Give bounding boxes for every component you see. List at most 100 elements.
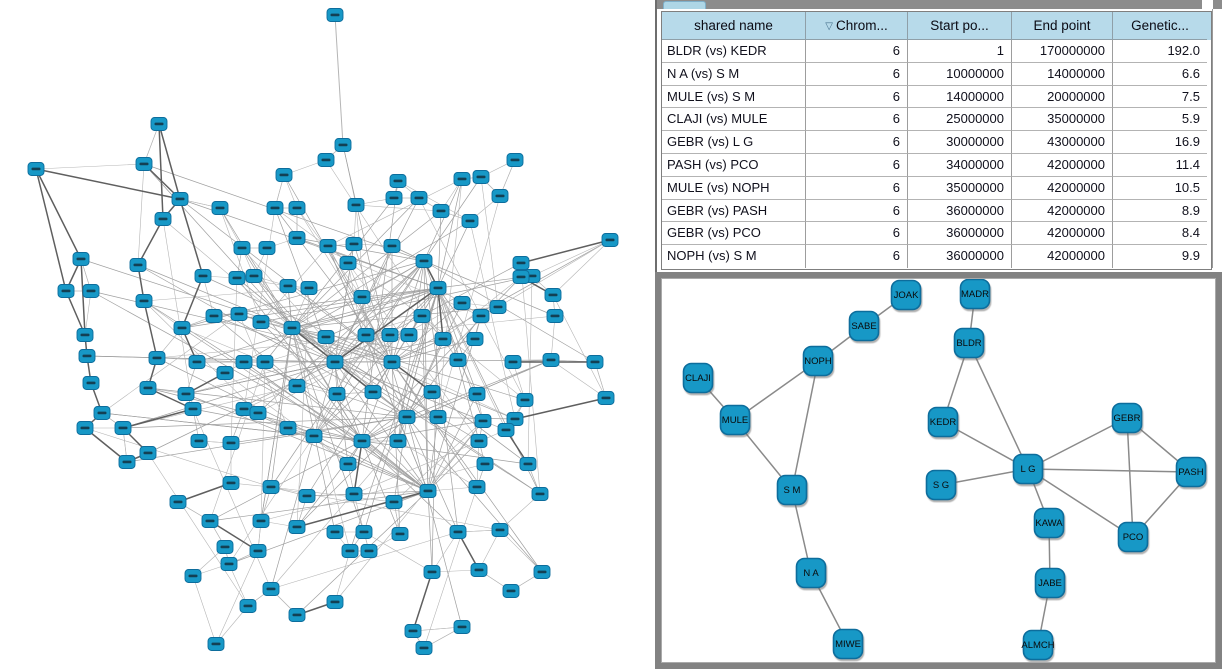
table-cell[interactable]: 42000000 [1012, 222, 1113, 246]
genotype-node[interactable]: PCO [1117, 521, 1149, 553]
genotype-node[interactable] [429, 281, 447, 295]
genotype-node-shape[interactable] [959, 279, 991, 310]
genotype-node[interactable] [279, 279, 297, 293]
table-cell[interactable]: 14000000 [1012, 62, 1113, 86]
genotype-node-shape[interactable] [1033, 507, 1065, 539]
table-cell[interactable]: 42000000 [1012, 153, 1113, 177]
genotype-node[interactable] [415, 254, 433, 268]
column-header-chrom-[interactable]: ▽ Chrom... [806, 12, 908, 40]
genotype-node[interactable] [345, 487, 363, 501]
genotype-node[interactable] [413, 309, 431, 323]
genotype-node[interactable] [491, 523, 509, 537]
genotype-node[interactable] [398, 410, 416, 424]
genotype-node[interactable] [154, 212, 172, 226]
table-cell[interactable]: 6 [806, 245, 908, 268]
genotype-node[interactable] [453, 620, 471, 634]
genotype-node[interactable] [326, 355, 344, 369]
table-cell[interactable]: 42000000 [1012, 245, 1113, 268]
table-cell[interactable]: 35000000 [1012, 108, 1113, 132]
genotype-node[interactable] [288, 608, 306, 622]
table-row[interactable]: NOPH (vs) S M 6 36000000 42000000 9.9 [662, 245, 1211, 268]
table-cell[interactable]: 36000000 [908, 245, 1012, 268]
genotype-node[interactable] [357, 328, 375, 342]
genotype-node[interactable] [347, 198, 365, 212]
genotype-node[interactable] [76, 421, 94, 435]
genotype-node[interactable] [601, 233, 619, 247]
sort-filter-icon[interactable]: ▽ [825, 21, 833, 32]
table-cell[interactable]: BLDR (vs) KEDR [662, 40, 806, 63]
genotype-node[interactable] [381, 328, 399, 342]
table-cell[interactable]: 35000000 [908, 176, 1012, 200]
genotype-node[interactable] [222, 436, 240, 450]
genotype-node[interactable] [453, 296, 471, 310]
genotype-node-shape[interactable] [1111, 402, 1143, 434]
genotype-node[interactable] [283, 321, 301, 335]
table-scrollbar-track[interactable] [1212, 9, 1213, 268]
genotype-node[interactable] [169, 495, 187, 509]
panel-splitter[interactable] [655, 0, 657, 272]
table-cell[interactable]: 20000000 [1012, 85, 1113, 109]
table-cell[interactable]: 14000000 [908, 85, 1012, 109]
table-cell[interactable]: 25000000 [908, 108, 1012, 132]
genotype-node[interactable] [228, 271, 246, 285]
genotype-node[interactable] [82, 284, 100, 298]
genotype-node[interactable] [298, 489, 316, 503]
genotype-node[interactable] [135, 294, 153, 308]
genotype-node[interactable] [279, 421, 297, 435]
network-edge[interactable] [791, 360, 819, 491]
genotype-node[interactable] [205, 309, 223, 323]
genotype-node[interactable] [476, 457, 494, 471]
genotype-node[interactable] [449, 525, 467, 539]
table-row[interactable]: GEBR (vs) PASH 6 36000000 42000000 8.9 [662, 199, 1211, 223]
table-cell[interactable]: 6 [806, 108, 908, 132]
genotype-node[interactable] [319, 239, 337, 253]
genotype-node[interactable] [468, 387, 486, 401]
genotype-node[interactable] [288, 201, 306, 215]
genotype-node[interactable] [207, 637, 225, 651]
genotype-node[interactable] [326, 525, 344, 539]
genotype-node[interactable] [474, 414, 492, 428]
genotype-node[interactable] [586, 355, 604, 369]
genotype-node-shape[interactable] [1012, 453, 1044, 485]
table-cell[interactable]: GEBR (vs) PASH [662, 199, 806, 223]
genotype-node[interactable] [519, 457, 537, 471]
genotype-node[interactable] [177, 387, 195, 401]
genotype-node[interactable] [235, 355, 253, 369]
genotype-node-shape[interactable] [832, 628, 864, 660]
genotype-node[interactable] [252, 315, 270, 329]
genotype-node[interactable] [410, 191, 428, 205]
table-cell[interactable]: 6 [806, 222, 908, 246]
genotype-node[interactable] [385, 191, 403, 205]
genotype-node[interactable] [472, 309, 490, 323]
genotype-node[interactable] [546, 309, 564, 323]
table-cell[interactable]: 170000000 [1012, 40, 1113, 63]
genotype-node[interactable] [423, 385, 441, 399]
column-header-genetic-[interactable]: Genetic... [1113, 12, 1207, 40]
genotype-node[interactable] [383, 239, 401, 253]
genotype-node-shape[interactable] [927, 406, 959, 438]
genotype-node-shape[interactable] [953, 327, 985, 359]
genotype-node[interactable]: NOPH [802, 345, 834, 377]
genotype-node[interactable] [434, 332, 452, 346]
table-cell[interactable]: 42000000 [1012, 199, 1113, 223]
table-cell[interactable]: 16.9 [1113, 131, 1207, 154]
table-tab[interactable] [663, 1, 706, 9]
table-row[interactable]: MULE (vs) S M 6 14000000 20000000 7.5 [662, 85, 1211, 109]
genotype-node-shape[interactable] [1022, 629, 1054, 661]
genotype-node[interactable] [27, 162, 45, 176]
genotype-node[interactable] [114, 421, 132, 435]
genotype-node[interactable] [489, 300, 507, 314]
genotype-node[interactable] [531, 487, 549, 501]
genotype-node[interactable] [544, 288, 562, 302]
table-cell[interactable]: 36000000 [908, 222, 1012, 246]
genotype-node[interactable] [266, 201, 284, 215]
table-cell[interactable]: PASH (vs) PCO [662, 153, 806, 177]
genotype-node[interactable] [470, 434, 488, 448]
genotype-node[interactable] [139, 381, 157, 395]
genotype-node[interactable] [470, 563, 488, 577]
genotype-node-shape[interactable] [848, 310, 880, 342]
network-edge[interactable] [1027, 417, 1128, 470]
table-cell[interactable]: 7.5 [1113, 86, 1207, 109]
genotype-node[interactable] [173, 321, 191, 335]
genotype-node[interactable] [449, 353, 467, 367]
